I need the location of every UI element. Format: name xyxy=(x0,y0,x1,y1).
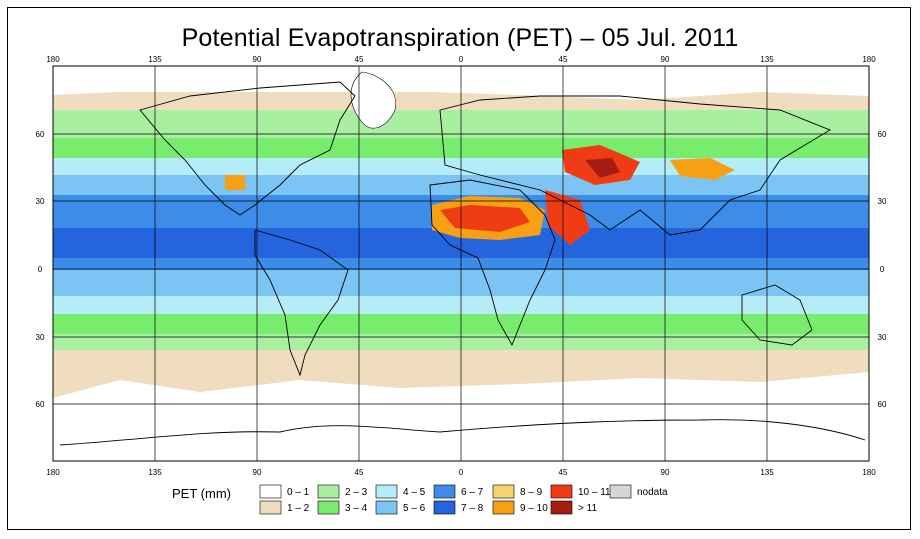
map-title: Potential Evapotranspiration (PET) – 05 … xyxy=(181,24,739,52)
legend-swatch xyxy=(375,500,398,515)
lon-label-top: 45 xyxy=(559,55,568,64)
legend-swatch xyxy=(259,484,282,499)
legend-label: 8 – 9 xyxy=(520,487,543,498)
legend-swatch xyxy=(259,500,282,515)
lon-labels-bottom: 180 135 90 45 0 45 90 135 180 xyxy=(46,468,876,477)
sahara-hotter xyxy=(440,205,530,232)
figure-frame xyxy=(7,7,911,530)
lat-label-left: 60 xyxy=(36,130,45,139)
map-border xyxy=(52,65,870,462)
legend-swatch xyxy=(375,484,398,499)
lon-label-bottom: 135 xyxy=(760,468,774,477)
lon-label-top: 180 xyxy=(862,55,876,64)
lon-label-top: 90 xyxy=(661,55,670,64)
lat-labels-right: 60 30 0 30 60 xyxy=(878,130,887,409)
arabia-hot xyxy=(545,190,590,245)
legend-swatch xyxy=(317,500,340,515)
legend-label: nodata xyxy=(637,487,668,498)
lon-label-top: 180 xyxy=(46,55,60,64)
lon-labels-top: 180 135 90 45 0 45 90 135 180 xyxy=(46,55,876,64)
lat-label-right: 0 xyxy=(880,265,885,274)
lon-label-bottom: 90 xyxy=(253,468,262,477)
lat-label-right: 60 xyxy=(878,130,887,139)
legend-swatch xyxy=(317,484,340,499)
lat-label-left: 0 xyxy=(38,265,43,274)
lon-label-top: 135 xyxy=(148,55,162,64)
legend-label: 3 – 4 xyxy=(345,503,368,514)
greenland xyxy=(350,71,397,129)
legend-swatch xyxy=(550,484,573,499)
lon-label-bottom: 90 xyxy=(661,468,670,477)
legend-label: > 11 xyxy=(578,503,597,514)
legend-label: 1 – 2 xyxy=(287,503,310,514)
legend-label: 7 – 8 xyxy=(461,503,484,514)
lon-label-bottom: 180 xyxy=(46,468,60,477)
legend-label: 0 – 1 xyxy=(287,487,310,498)
lat-label-right: 30 xyxy=(878,333,887,342)
australia xyxy=(741,284,813,346)
north-america xyxy=(139,81,356,216)
lat-labels-left: 60 30 0 30 60 xyxy=(36,130,45,409)
central-asia-hottest xyxy=(585,158,620,178)
legend-label: 4 – 5 xyxy=(403,487,426,498)
legend-swatch xyxy=(492,500,515,515)
lon-label-bottom: 135 xyxy=(148,468,162,477)
lat-label-left: 30 xyxy=(36,333,45,342)
legend-swatch xyxy=(433,500,456,515)
eurasia xyxy=(439,95,832,236)
lon-label-bottom: 45 xyxy=(559,468,568,477)
lon-label-bottom: 180 xyxy=(862,468,876,477)
graticule xyxy=(53,66,869,461)
lat-label-left: 60 xyxy=(36,400,45,409)
legend-swatch xyxy=(433,484,456,499)
lat-label-right: 60 xyxy=(878,400,887,409)
legend-label: 5 – 6 xyxy=(403,503,426,514)
lat-label-left: 30 xyxy=(36,197,45,206)
map-field xyxy=(53,66,869,461)
us-west-hot xyxy=(225,175,245,190)
lon-label-bottom: 45 xyxy=(355,468,364,477)
lon-label-top: 45 xyxy=(355,55,364,64)
legend-label: 6 – 7 xyxy=(461,487,484,498)
antarctica-coast xyxy=(59,419,866,446)
africa xyxy=(429,179,556,347)
lon-label-bottom: 0 xyxy=(459,468,464,477)
legend-items: 0 – 1 1 – 2 2 – 3 3 – 4 4 – 5 5 – 6 6 – 7 7 – 8… xyxy=(259,484,668,515)
legend-swatch xyxy=(550,500,573,515)
lon-label-top: 135 xyxy=(760,55,774,64)
lon-label-top: 0 xyxy=(459,55,464,64)
legend-label: 10 – 11 xyxy=(578,487,611,498)
legend-title: PET (mm) xyxy=(172,486,231,501)
lat-label-right: 30 xyxy=(878,197,887,206)
legend-label: 2 – 3 xyxy=(345,487,368,498)
legend-label: 9 – 10 xyxy=(520,503,548,514)
legend-swatch xyxy=(492,484,515,499)
legend-swatch xyxy=(609,484,632,499)
mongolia-hot xyxy=(670,158,735,180)
south-america xyxy=(254,229,349,377)
lon-label-top: 90 xyxy=(253,55,262,64)
